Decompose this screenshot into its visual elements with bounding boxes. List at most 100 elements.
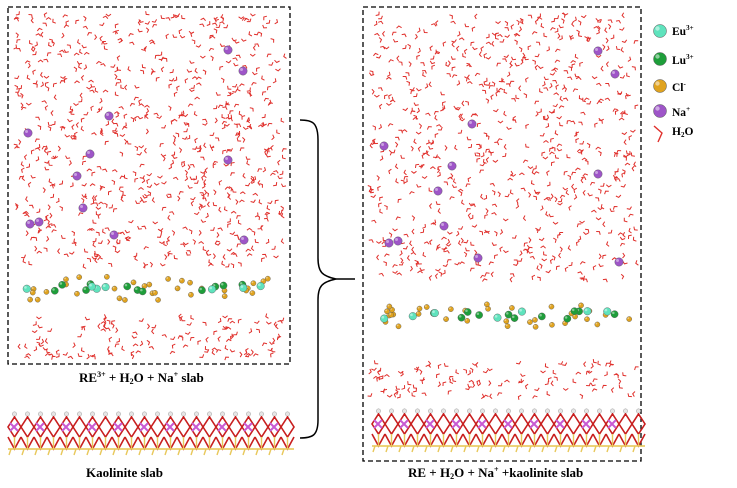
water-molecule: [102, 40, 108, 45]
water-molecule: [514, 33, 521, 37]
water-molecule: [248, 123, 253, 130]
water-molecule: [246, 253, 253, 257]
water-molecule: [246, 160, 250, 166]
water-molecule: [465, 100, 469, 106]
water-molecule: [368, 189, 374, 194]
lutetium-ion-highlight: [506, 312, 509, 315]
water-molecule: [106, 346, 111, 352]
water-molecule: [89, 353, 96, 358]
water-molecule: [622, 372, 627, 377]
water-molecule: [119, 190, 124, 195]
water-molecule: [557, 33, 561, 39]
water-molecule: [32, 51, 37, 56]
water-molecule: [392, 264, 398, 268]
water-molecule: [562, 387, 569, 391]
sodium-ion-highlight: [225, 157, 228, 160]
water-molecule: [585, 370, 591, 375]
water-molecule: [184, 169, 189, 176]
water-molecule: [249, 107, 254, 112]
water-molecule: [197, 340, 202, 345]
water-molecule: [504, 379, 510, 383]
water-molecule: [245, 352, 252, 356]
chloride-ion: [578, 302, 584, 309]
water-molecule: [50, 110, 54, 116]
water-molecule: [138, 186, 144, 190]
water-molecule: [466, 80, 473, 85]
water-molecule: [461, 100, 465, 107]
water-molecule: [504, 193, 510, 198]
water-molecule: [114, 250, 121, 254]
kaolinite-hydrogen: [181, 411, 186, 417]
water-molecule: [623, 217, 628, 223]
water-molecule: [147, 191, 152, 197]
water-molecule: [540, 23, 545, 29]
water-molecule: [273, 170, 279, 174]
lutetium-ion-highlight: [564, 316, 568, 319]
water-molecule: [616, 149, 622, 154]
water-molecule: [447, 176, 454, 180]
water-molecule: [386, 102, 392, 106]
water-molecule: [277, 159, 281, 166]
water-molecule: [447, 60, 451, 67]
kaolinite-octahedral-bond: [254, 415, 269, 439]
chloride-ion-highlight: [579, 303, 582, 306]
water-molecule: [117, 78, 122, 83]
water-molecule: [129, 102, 136, 107]
water-molecule: [395, 178, 399, 184]
chloride-ion: [104, 274, 110, 280]
water-molecule: [203, 172, 207, 178]
water-molecule: [266, 19, 271, 24]
water-molecule: [264, 211, 271, 216]
water-molecule: [470, 113, 477, 118]
water-molecule: [178, 28, 183, 35]
water-molecule: [90, 200, 95, 205]
water-molecule: [401, 33, 407, 38]
water-molecule: [173, 176, 179, 181]
water-molecule: [186, 69, 193, 73]
water-molecule: [52, 82, 57, 88]
water-molecule: [70, 136, 76, 140]
kaolinite-hydrogen: [233, 411, 238, 417]
chloride-ion: [187, 279, 193, 286]
water-molecule: [496, 62, 501, 67]
water-molecule: [180, 317, 186, 322]
water-molecule: [94, 257, 98, 264]
chloride-ion: [221, 293, 228, 299]
water-molecule: [443, 363, 449, 367]
water-molecule: [435, 201, 441, 205]
water-molecule: [377, 369, 381, 376]
water-molecule: [457, 31, 461, 37]
water-molecule: [635, 260, 639, 266]
water-molecule: [610, 34, 615, 40]
water-molecule: [549, 151, 555, 155]
europium-ion-highlight: [89, 283, 92, 287]
water-molecule: [20, 161, 25, 167]
water-molecule: [16, 39, 21, 44]
water-molecule: [558, 198, 563, 203]
kaolinite-octahedral-bond: [150, 415, 165, 439]
legend-swatch-na: [653, 104, 667, 118]
water-molecule: [59, 125, 66, 130]
water-molecule: [261, 121, 265, 128]
water-molecule: [151, 68, 155, 74]
water-molecule: [575, 371, 582, 375]
water-molecule: [43, 12, 48, 18]
water-molecule: [200, 17, 206, 22]
water-molecule: [34, 245, 38, 252]
water-molecule: [178, 313, 182, 320]
water-molecule: [403, 245, 408, 250]
water-molecule: [196, 82, 202, 86]
water-molecule: [604, 190, 609, 195]
water-molecule: [600, 204, 605, 210]
water-molecule: [177, 195, 181, 202]
water-molecule: [78, 63, 82, 70]
water-molecule: [209, 132, 215, 137]
water-molecule: [124, 174, 128, 180]
kaolinite-basal-bond: [216, 448, 220, 456]
water-molecule: [577, 271, 583, 275]
water-molecule: [100, 63, 106, 67]
water-molecule: [73, 102, 79, 107]
water-molecule: [237, 318, 242, 324]
water-molecule: [243, 17, 250, 21]
water-molecule: [148, 39, 155, 43]
